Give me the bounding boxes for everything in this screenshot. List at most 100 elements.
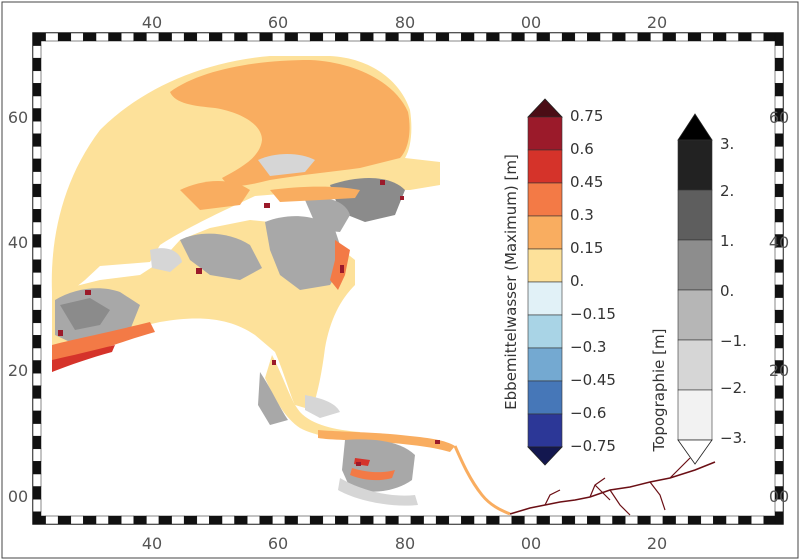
border-segment [221,32,235,42]
colorbar-ebb-title: Ebbemittelwasser (Maximum) [m] [502,154,520,410]
colorbar-topo-arrow-bottom [677,439,713,465]
tidal-flat-gray-5 [150,248,182,272]
border-segment [83,32,97,42]
border-segment [750,515,765,525]
border-segment [32,259,42,273]
border-segment [774,335,784,349]
border-segment [246,32,261,42]
border-segment [637,515,651,525]
border-segment [713,515,727,525]
border-segment [335,32,349,42]
border-segment [774,410,784,424]
axis-label-right: 40 [769,233,789,252]
border-segment [309,515,324,525]
border-segment [32,246,42,261]
border-segment [398,32,412,42]
border-segment [372,32,387,42]
border-segment [774,83,784,97]
estuary-delta-light [338,478,418,506]
border-segment [120,32,135,42]
border-segment [549,515,563,525]
border-segment [32,196,42,210]
border-segment [32,335,42,349]
border-segment [524,32,538,42]
axis-labels-right: 60 40 20 00 [769,108,789,506]
border-segment [774,322,784,336]
max-spot [380,180,385,185]
river-tributary-1 [589,477,611,501]
border-segment [32,398,42,412]
colorbar-ebb-swatch [527,248,563,283]
border-segment [511,515,525,525]
colorbar-topo-swatch [677,239,713,291]
max-spot [85,290,91,295]
border-segment [32,32,42,46]
cb-topo-label: −3. [720,429,747,447]
colorbar-ebb-swatch [527,182,563,217]
cb-topo-label: −1. [720,332,747,350]
border-segment [774,259,784,273]
border-segment [549,32,563,42]
coast-fringe-west [52,322,155,372]
axis-label-left: 60 [8,108,28,127]
max-spot [264,203,270,208]
border-segment [774,209,784,223]
border-segment [461,515,475,525]
cb-ebb-label: 0.6 [570,140,594,158]
cb-ebb-label: −0.75 [570,437,616,455]
estuary-delta-orange [350,468,395,481]
border-segment [32,360,42,374]
colorbar-topographie [677,113,713,465]
border-segment [774,95,784,109]
border-segment [574,515,588,525]
border-segment [423,515,437,525]
border-segment [158,32,172,42]
border-segment [272,32,286,42]
axis-label-left: 40 [8,233,28,252]
axis-label-bottom: 20 [647,534,667,553]
cb-ebb-label: −0.15 [570,305,616,323]
border-segment [763,515,777,525]
border-segment [32,486,42,500]
cb-ebb-label: 0.45 [570,173,603,191]
axis-labels-left: 60 40 20 00 [8,108,28,506]
border-segment [209,515,223,525]
border-segment [385,32,399,42]
tidal-flat-gray-4 [305,198,350,232]
border-segment [774,309,784,324]
border-segment [32,108,42,122]
cb-ebb-label: −0.3 [570,338,606,356]
border-segment [774,385,784,399]
coast-fringe-north [270,186,360,202]
border-segment [524,515,538,525]
border-segment [32,57,42,72]
border-segment [32,498,42,513]
colorbar-ebb-swatch [527,347,563,382]
cb-topo-label: −2. [720,379,747,397]
border-segment [32,45,42,59]
border-segment [32,385,42,399]
max-spot [400,196,404,200]
border-segment [70,515,84,525]
border-segment [587,515,601,525]
border-segment [347,515,361,525]
tidal-flat-gray-2 [265,216,345,290]
border-segment [57,32,72,42]
colorbar-ebb-swatch [527,149,563,184]
border-segment [774,284,784,298]
colorbar-ebb-swatch [527,116,563,151]
axis-label-bottom: 60 [268,534,288,553]
border-segment [774,57,784,72]
border-segment [95,515,109,525]
border-segment [774,448,784,462]
border-segment [108,32,122,42]
tidal-flat-west-2 [60,298,110,330]
colorbar-topo-swatch [677,289,713,341]
orange-zone-north [170,60,410,186]
border-segment [398,515,412,525]
colorbar-ebb-labels: 0.75 0.6 0.45 0.3 0.15 0. −0.15 −0.3 −0.… [570,107,616,455]
colorbar-ebb-swatch [527,413,563,448]
river-branch [509,461,716,515]
border-segment [196,515,210,525]
